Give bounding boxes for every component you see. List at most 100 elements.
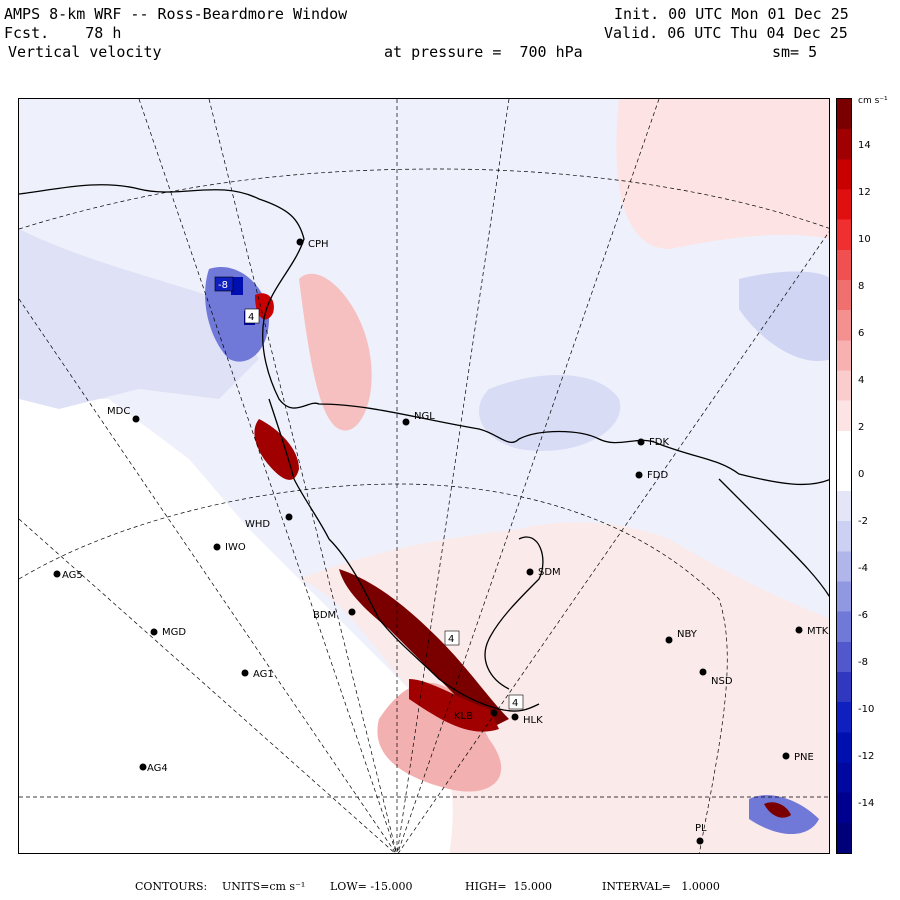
station-label-ngl: NGL	[414, 411, 435, 422]
station-label-mtk: MTK	[807, 626, 829, 637]
station-dot-nby	[665, 636, 673, 644]
field-neutral-ice-shelf	[19, 399, 459, 853]
contour-label-box	[444, 630, 460, 646]
coastline-north	[19, 184, 829, 486]
station-label-ag4: AG4	[147, 763, 168, 774]
colorbar-tick-label: 8	[858, 281, 865, 292]
station-dot-nsd	[699, 668, 707, 676]
coastline-east	[718, 478, 829, 598]
colorbar-tick-label: -10	[858, 704, 875, 715]
station-markers: CPH MDC NGL FDK FDD WHD IWO AG5 SDM BDM …	[53, 238, 829, 845]
station-label-pne: PNE	[794, 752, 814, 763]
meridian-line-8	[397, 231, 829, 853]
field-name: Vertical velocity	[8, 43, 162, 61]
station-label-mdc: MDC	[107, 406, 130, 417]
field-red-core-2	[254, 419, 299, 480]
colorbar-tick-label: -14	[858, 798, 875, 809]
station-dot-pl	[696, 837, 704, 845]
station-label-pl: PL	[695, 823, 707, 834]
vertical-velocity-map: -8 4 4 4 CPH MDC NGL FDK FDD WHD IWO AG5…	[18, 98, 830, 854]
station-label-nsd: NSD	[711, 676, 733, 687]
field-blue-core	[231, 277, 243, 295]
station-label-cph: CPH	[308, 239, 329, 250]
station-dot-sdm	[526, 568, 534, 576]
colorbar-tick-label: -12	[858, 751, 875, 762]
footer-contours-label: CONTOURS:	[135, 880, 208, 893]
colorbar-tick-label: 14	[858, 140, 871, 151]
meridian-line-5	[19, 518, 396, 853]
latitude-circle-2	[19, 483, 728, 853]
field-red-core	[255, 293, 274, 320]
station-label-bdm: BDM	[313, 610, 336, 621]
meridian-line-4	[19, 298, 397, 853]
colorbar-tick-label: -6	[858, 610, 868, 621]
station-dot-fdk	[637, 438, 645, 446]
contour-label-box	[508, 694, 524, 710]
station-dot-klb	[490, 709, 498, 717]
smoothing-value: sm= 5	[772, 43, 818, 61]
colorbar-tick-label: -8	[858, 657, 868, 668]
init-time: Init. 00 UTC Mon 01 Dec 25	[614, 5, 849, 23]
coastline-inner	[484, 536, 544, 690]
colorbar-tick-label: 2	[858, 422, 865, 433]
valid-time: Valid. 06 UTC Thu 04 Dec 25	[604, 24, 848, 42]
station-label-ag5: AG5	[62, 570, 83, 581]
station-label-fdd: FDD	[647, 470, 668, 481]
colorbar-tick-label: -4	[858, 563, 868, 574]
station-dot-ngl	[402, 418, 410, 426]
pressure-level: at pressure = 700 hPa	[384, 43, 583, 61]
station-dot-mtk	[795, 626, 803, 634]
field-blue-central	[479, 375, 621, 451]
field-blue-west	[19, 229, 259, 409]
station-label-hlk: HLK	[523, 715, 543, 726]
station-dot-ag5	[53, 570, 61, 578]
station-dot-ag1	[241, 669, 249, 677]
station-label-sdm: SDM	[538, 567, 561, 578]
forecast-hour: Fcst. 78 h	[4, 24, 122, 42]
meridian-line-2	[208, 99, 397, 853]
colorbar-units: cm s⁻¹	[858, 96, 888, 106]
field-red-core-3	[339, 569, 509, 729]
station-dot-mdc	[132, 415, 140, 423]
station-dot-bdm	[348, 608, 356, 616]
footer-low: LOW= -15.000	[330, 880, 413, 893]
field-blue-east	[739, 271, 829, 361]
contour-label: 4	[512, 698, 518, 709]
coastline	[19, 184, 829, 712]
map-title: AMPS 8-km WRF -- Ross-Beardmore Window	[4, 5, 348, 23]
station-label-whd: WHD	[245, 519, 270, 530]
contour-label: -8	[218, 280, 228, 291]
contour-label-box	[244, 308, 260, 324]
footer-interval: INTERVAL= 1.0000	[602, 880, 720, 893]
colorbar-tick-label: -2	[858, 516, 868, 527]
station-label-fdk: FDK	[649, 437, 669, 448]
footer-high: HIGH= 15.000	[465, 880, 553, 893]
meridian-line-6	[396, 99, 510, 853]
field-pink-plateau	[299, 522, 829, 853]
station-dot-iwo	[213, 543, 221, 551]
meridian-line-7	[397, 99, 660, 853]
station-dot-mgd	[150, 628, 158, 636]
station-label-klb: KLB	[454, 711, 473, 722]
field-red-south-east	[764, 802, 791, 818]
contour-label-box	[214, 276, 234, 292]
station-label-mgd: MGD	[162, 627, 186, 638]
colorbar-tick-label: 10	[858, 234, 871, 245]
station-dot-fdd	[635, 471, 643, 479]
meridian-line-3	[138, 99, 397, 853]
station-dot-hlk	[511, 713, 519, 721]
footer-units: UNITS=cm s⁻¹	[222, 880, 306, 893]
contour-label: 4	[248, 312, 254, 323]
station-dot-cph	[296, 238, 304, 246]
contour-labels: -8 4 4 4	[214, 276, 524, 710]
station-dot-whd	[285, 513, 293, 521]
colorbar-tick-label: 6	[858, 328, 865, 339]
coastline-transantarctic	[268, 398, 540, 712]
field-red-core-4	[409, 679, 499, 732]
station-label-ag1: AG1	[253, 669, 274, 680]
colorbar-tick-label: 12	[858, 187, 871, 198]
colorbar-tick-label: 0	[858, 469, 865, 480]
station-label-iwo: IWO	[225, 542, 246, 553]
contour-label: 4	[448, 634, 454, 645]
colorbar-tick-label: 4	[858, 375, 865, 386]
